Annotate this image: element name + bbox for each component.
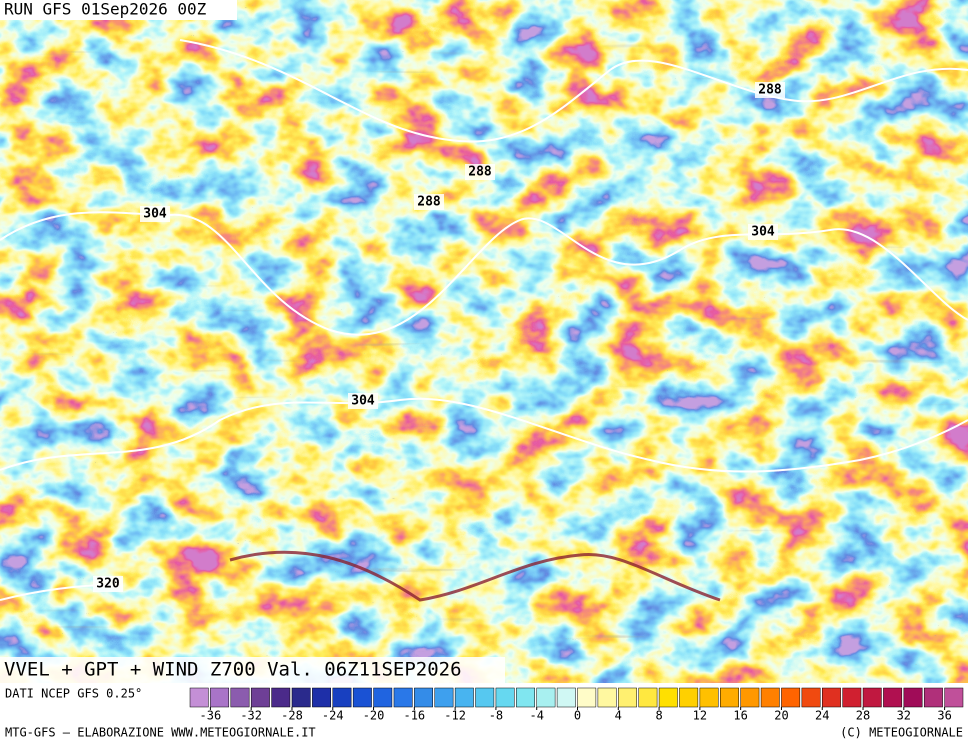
- colorbar-swatch: [740, 687, 760, 708]
- colorbar: -36 -32 -28 -24 -20 -16 -12 -8 -4 0 4 8 12 16 20 24 28 32…: [189, 687, 964, 723]
- wind-streamlines: [0, 0, 968, 683]
- contour-label-box: [748, 224, 778, 240]
- colorbar-swatch: [577, 687, 597, 708]
- contour-label-box: [414, 194, 444, 210]
- colorbar-tick-label: 4: [615, 709, 622, 723]
- contour-line: [0, 211, 968, 336]
- map-title: VVEL + GPT + WIND Z700 Val. 06Z11SEP2026: [4, 659, 462, 681]
- run-label: RUN GFS 01Sep2026 00Z: [4, 0, 207, 19]
- colorbar-swatch: [597, 687, 617, 708]
- contour-line: [179, 39, 968, 143]
- coastline-highlight: [229, 550, 721, 602]
- run-label-box: [0, 0, 237, 20]
- colorbar-swatch: [495, 687, 515, 708]
- contour-label: 304: [143, 207, 167, 222]
- colorbar-swatch: [393, 687, 413, 708]
- title-box: [0, 657, 505, 683]
- colorbar-tick-label: 0: [574, 709, 581, 723]
- colorbar-swatch: [536, 687, 556, 708]
- colorbar-tick-label: -16: [403, 709, 425, 723]
- colorbar-swatch: [230, 687, 250, 708]
- colorbar-swatch: [760, 687, 780, 708]
- colorbar-swatch: [821, 687, 841, 708]
- contour-label: 288: [468, 165, 492, 180]
- colorbar-tick-label: 16: [733, 709, 747, 723]
- contour-label: 288: [758, 83, 782, 98]
- contour-labels: 288 288 288 304 304 304 320: [93, 82, 785, 592]
- colorbar-swatch: [189, 687, 209, 708]
- colorbar-swatch: [556, 687, 576, 708]
- footer-right: (C) METEOGIORNALE: [840, 726, 963, 740]
- contour-label: 288: [417, 195, 441, 210]
- colorbar-tick-label: -36: [200, 709, 222, 723]
- colorbar-tick-label: -24: [322, 709, 344, 723]
- contour-label-box: [93, 576, 123, 592]
- colorbar-swatch: [373, 687, 393, 708]
- contour-label-box: [465, 164, 495, 180]
- colorbar-swatch: [862, 687, 882, 708]
- colorbar-swatch: [944, 687, 964, 708]
- colorbar-swatch: [658, 687, 678, 708]
- colorbar-swatch: [454, 687, 474, 708]
- contour-label: 320: [96, 577, 120, 592]
- colorbar-swatch: [250, 687, 270, 708]
- colorbar-tick-label: -20: [363, 709, 385, 723]
- colorbar-swatch: [842, 687, 862, 708]
- colorbar-swatch: [679, 687, 699, 708]
- colorbar-swatch: [516, 687, 535, 708]
- colorbar-swatch: [434, 687, 454, 708]
- colorbar-swatch: [903, 687, 923, 708]
- colorbar-swatch: [638, 687, 658, 708]
- contour-label: 304: [351, 394, 375, 409]
- colorbar-swatch: [801, 687, 821, 708]
- colorbar-swatch: [352, 687, 372, 708]
- colorbar-tick-label: -12: [444, 709, 466, 723]
- colorbar-swatch: [475, 687, 495, 708]
- colorbar-tick-label: 24: [815, 709, 829, 723]
- colorbar-swatch: [883, 687, 903, 708]
- colorbar-swatch: [271, 687, 291, 708]
- colorbar-tick-label: -32: [240, 709, 262, 723]
- contour-label: 304: [751, 225, 775, 240]
- contour-label-box: [755, 82, 785, 98]
- colorbar-swatch: [781, 687, 801, 708]
- contour-line: [0, 397, 968, 473]
- footer-left: MTG-GFS – ELABORAZIONE WWW.METEOGIORNALE…: [5, 726, 316, 740]
- colorbar-swatch: [720, 687, 739, 708]
- colorbar-tick-label: 36: [937, 709, 951, 723]
- colorbar-tick-label: -4: [529, 709, 543, 723]
- data-source: DATI NCEP GFS 0.25°: [5, 687, 142, 701]
- colorbar-swatch: [332, 687, 352, 708]
- colorbar-tick-label: -28: [281, 709, 303, 723]
- colorbar-tick-label: -8: [489, 709, 503, 723]
- colorbar-swatch: [291, 687, 311, 708]
- colorbar-swatch: [312, 687, 332, 708]
- colorbar-swatch: [618, 687, 637, 708]
- colorbar-tick-label: 20: [774, 709, 788, 723]
- contour-label-box: [348, 393, 378, 409]
- colorbar-tick-label: 28: [856, 709, 870, 723]
- colorbar-swatch: [923, 687, 943, 708]
- colorbar-tick-label: 32: [897, 709, 911, 723]
- colorbar-swatch: [414, 687, 433, 708]
- colorbar-tick-label: 8: [655, 709, 662, 723]
- colorbar-tick-label: 12: [693, 709, 707, 723]
- colorbar-swatch: [210, 687, 230, 708]
- colorbar-swatch: [699, 687, 719, 708]
- contour-label-box: [140, 206, 170, 222]
